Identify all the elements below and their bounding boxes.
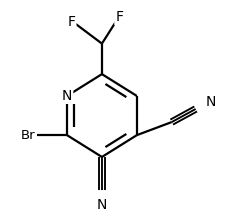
Text: Br: Br (20, 129, 35, 142)
Text: N: N (96, 198, 107, 212)
Text: N: N (62, 89, 72, 103)
Text: F: F (115, 10, 123, 24)
Text: N: N (205, 95, 215, 109)
Text: F: F (67, 15, 75, 29)
